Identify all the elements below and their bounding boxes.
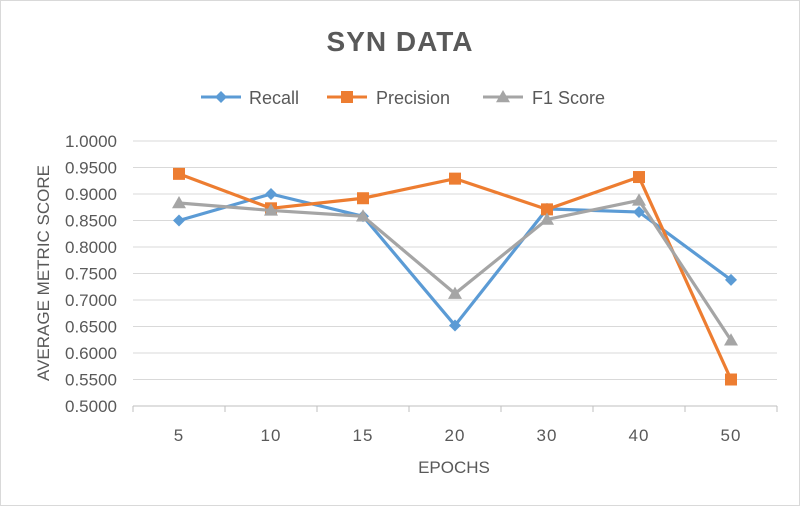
series-f1-score <box>172 193 738 346</box>
data-point <box>632 193 646 206</box>
legend-label: Recall <box>249 88 299 108</box>
legend-item: Recall <box>201 88 299 108</box>
x-tick-label: 50 <box>721 426 742 445</box>
series-line <box>178 172 733 381</box>
data-point <box>173 167 185 180</box>
x-tick-label: 40 <box>629 426 650 445</box>
y-tick-label: 1.0000 <box>65 132 117 151</box>
data-point <box>172 196 186 209</box>
data-point <box>540 212 554 225</box>
data-point <box>357 192 369 205</box>
data-point <box>541 203 553 216</box>
y-tick-label: 0.6000 <box>65 344 117 363</box>
y-tick-label: 0.5000 <box>65 397 117 416</box>
y-tick-label: 0.7500 <box>65 265 117 284</box>
legend-label: Precision <box>376 88 450 108</box>
legend-label: F1 Score <box>532 88 605 108</box>
legend-marker <box>496 90 510 103</box>
legend-marker <box>341 91 353 103</box>
legend: Recall Precision F1 Score <box>201 88 605 108</box>
data-point <box>633 171 645 184</box>
legend-item: F1 Score <box>483 88 605 108</box>
y-tick-label: 0.6500 <box>65 318 117 337</box>
y-tick-label: 0.7000 <box>65 291 117 310</box>
x-axis-title: EPOCHS <box>418 458 490 477</box>
legend-marker <box>215 91 227 103</box>
data-point <box>724 333 738 346</box>
data-point <box>633 206 645 219</box>
series-layer <box>172 167 738 386</box>
chart-title: SYN DATA <box>327 26 474 57</box>
x-tick-label: 20 <box>445 426 466 445</box>
y-tick-label: 0.5500 <box>65 371 117 390</box>
x-tick-label: 15 <box>353 426 374 445</box>
data-point <box>356 209 370 222</box>
x-tick-label: 30 <box>537 426 558 445</box>
data-point <box>449 319 461 332</box>
axes: 0.5000 0.5500 0.6000 0.6500 0.7000 0.7500 0.80… <box>65 132 778 445</box>
gridlines <box>133 140 777 380</box>
y-tick-label: 0.9500 <box>65 159 117 178</box>
x-tick-label: 10 <box>261 426 282 445</box>
data-point <box>449 172 461 185</box>
data-point <box>725 373 737 386</box>
legend-item: Precision <box>327 88 450 108</box>
y-tick-label: 0.8000 <box>65 238 117 257</box>
data-point <box>265 188 277 200</box>
x-tick-label: 5 <box>174 426 184 445</box>
data-point <box>448 286 462 299</box>
y-tick-label: 0.9000 <box>65 185 117 204</box>
data-point <box>173 214 185 227</box>
series-line <box>178 198 733 342</box>
data-point <box>264 203 278 216</box>
y-axis-title: AVERAGE METRIC SCORE <box>34 165 53 381</box>
y-tick-label: 0.8500 <box>65 212 117 231</box>
data-point <box>725 273 737 286</box>
